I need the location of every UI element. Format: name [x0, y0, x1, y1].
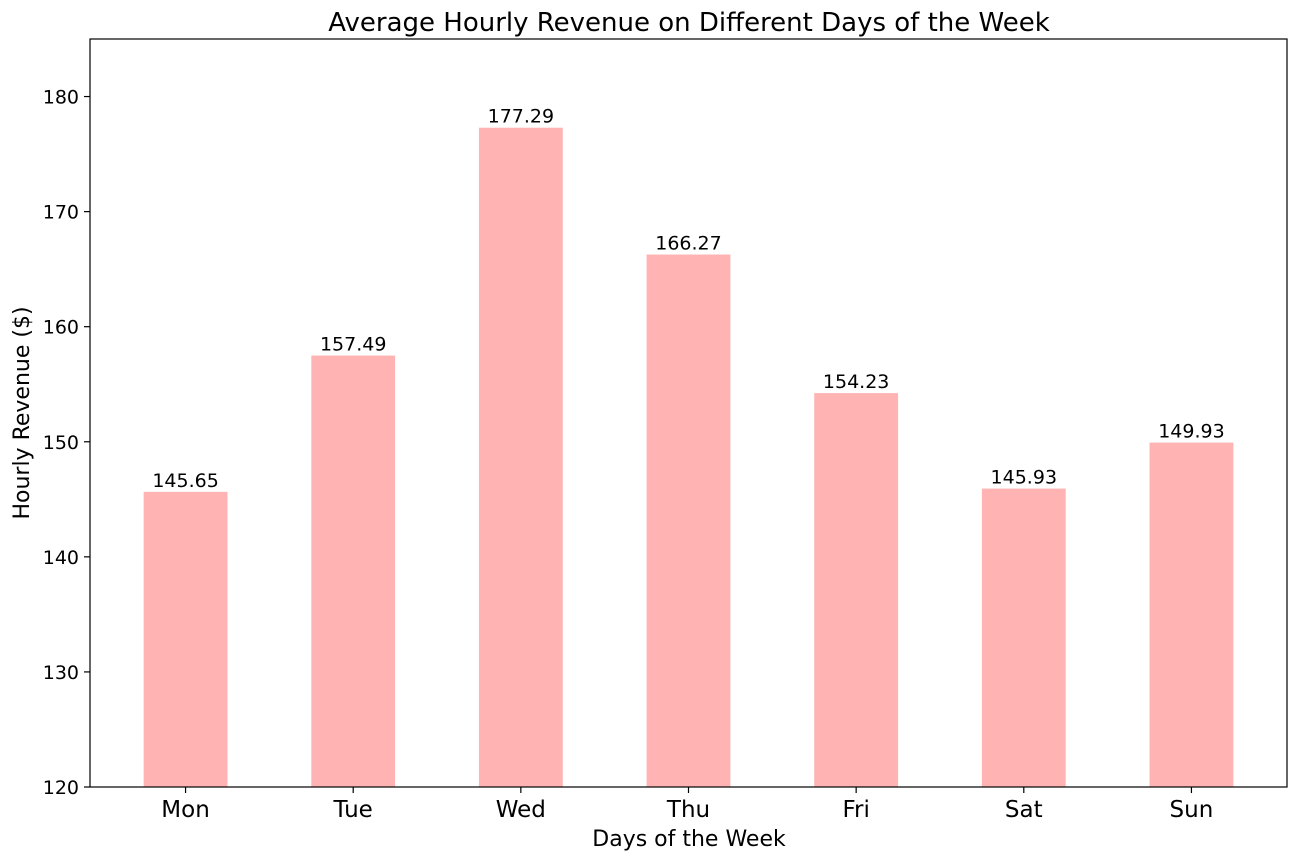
- y-tick-label-170: 170: [43, 202, 79, 224]
- x-tick-label-tue: Tue: [333, 797, 373, 823]
- x-axis-label: Days of the Week: [592, 827, 786, 852]
- y-axis-label: Hourly Revenue ($): [10, 306, 35, 519]
- bar-mon: [143, 491, 228, 787]
- value-labels-group: 145.65 157.49 177.29 166.27 154.23 145.93 149.…: [152, 106, 1224, 492]
- data-label-fri: 154.23: [823, 371, 889, 393]
- x-tick-label-sun: Sun: [1170, 797, 1214, 823]
- bar-thu: [646, 254, 731, 788]
- axes-frame: [89, 38, 1288, 788]
- chart-title: Average Hourly Revenue on Different Days…: [328, 8, 1050, 38]
- bar-fri: [814, 393, 899, 787]
- bar-tue: [311, 355, 396, 787]
- bars-group: [143, 127, 1234, 788]
- y-tick-label-140: 140: [43, 547, 79, 569]
- y-tick-label-160: 160: [43, 317, 79, 339]
- x-tick-label-mon: Mon: [161, 797, 210, 823]
- y-tick-label-130: 130: [43, 662, 79, 684]
- x-tick-label-fri: Fri: [842, 797, 869, 823]
- x-tick-label-sat: Sat: [1005, 797, 1043, 823]
- bar-sat: [981, 488, 1066, 787]
- data-label-sat: 145.93: [991, 467, 1057, 489]
- data-label-tue: 157.49: [320, 334, 386, 356]
- y-tick-label-150: 150: [43, 432, 79, 454]
- data-label-sun: 149.93: [1158, 421, 1224, 443]
- bar-sun: [1149, 442, 1234, 787]
- y-axis-ticks: 120 130 140 150 160 170 180: [43, 87, 90, 799]
- x-axis-ticks: Mon Tue Wed Thu Fri Sat Sun: [161, 787, 1213, 823]
- y-tick-label-120: 120: [43, 777, 79, 799]
- data-label-wed: 177.29: [488, 106, 554, 128]
- y-tick-label-180: 180: [43, 87, 79, 109]
- bar-wed: [478, 127, 563, 787]
- x-tick-label-thu: Thu: [666, 797, 710, 823]
- data-label-thu: 166.27: [655, 233, 721, 255]
- data-label-mon: 145.65: [152, 470, 218, 492]
- x-tick-label-wed: Wed: [496, 797, 546, 823]
